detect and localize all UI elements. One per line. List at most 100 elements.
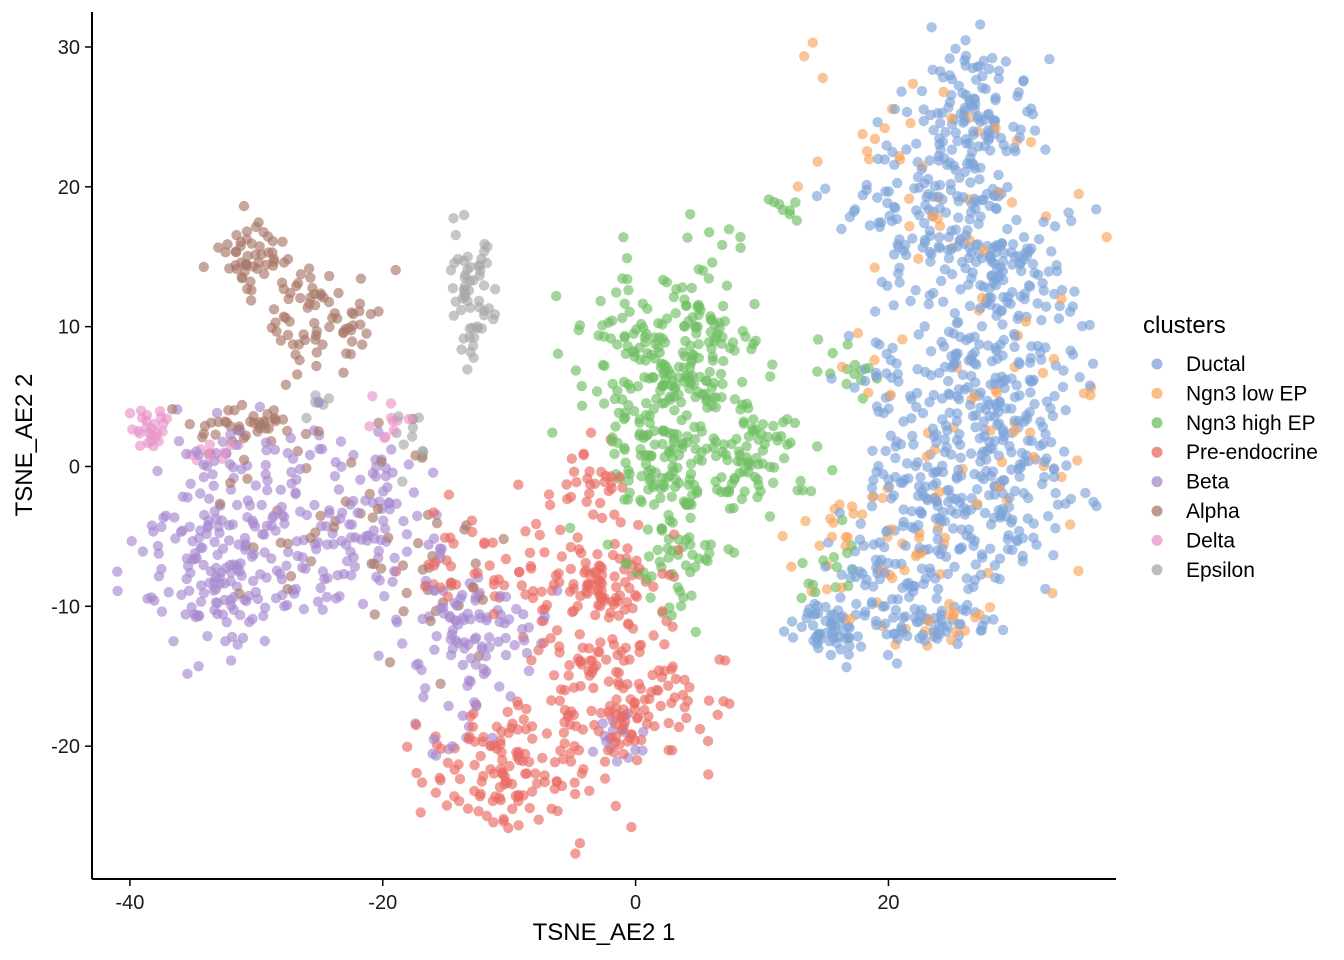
point-ngn3-high-ep <box>644 417 655 429</box>
point-ductal <box>961 335 972 346</box>
point-ductal <box>888 612 899 623</box>
point-ductal <box>896 86 907 97</box>
point-ductal <box>899 474 910 485</box>
point-ductal <box>960 230 971 241</box>
point-pre-endocrine <box>617 724 628 735</box>
point-alpha <box>199 420 211 432</box>
point-beta <box>447 643 458 654</box>
point-pre-endocrine <box>558 753 569 765</box>
point-ductal <box>898 504 909 515</box>
point-ductal <box>954 543 966 554</box>
point-epsilon <box>482 241 493 252</box>
point-beta <box>312 596 324 607</box>
point-ngn3-high-ep <box>621 253 633 264</box>
point-ngn3-high-ep <box>686 282 697 294</box>
point-ngn3-high-ep <box>599 360 610 371</box>
point-pre-endocrine <box>570 721 582 732</box>
point-pre-endocrine <box>494 792 505 803</box>
point-ductal <box>949 561 960 572</box>
point-ngn3-low-ep <box>1101 231 1112 243</box>
point-ductal <box>971 239 982 251</box>
point-beta <box>480 651 492 662</box>
point-ductal <box>950 493 961 505</box>
point-beta <box>474 609 485 620</box>
point-alpha <box>198 428 209 439</box>
point-beta <box>158 512 169 523</box>
point-ductal <box>954 439 966 450</box>
point-ngn3-low-ep <box>792 181 804 192</box>
point-pre-endocrine <box>441 800 453 811</box>
point-ductal <box>934 242 945 254</box>
point-beta <box>370 462 382 473</box>
point-ngn3-high-ep <box>673 372 684 383</box>
point-ductal <box>866 501 878 512</box>
point-beta <box>324 505 335 516</box>
point-ductal <box>844 622 855 633</box>
legend-label-epsilon: Epsilon <box>1186 559 1255 582</box>
point-delta <box>204 452 215 463</box>
point-ngn3-high-ep <box>741 441 752 452</box>
point-beta <box>431 631 442 642</box>
point-pre-endocrine <box>416 777 428 788</box>
point-ngn3-high-ep <box>696 426 708 437</box>
point-pre-endocrine <box>633 519 644 531</box>
point-ngn3-low-ep <box>812 156 823 167</box>
point-ductal <box>1014 471 1025 482</box>
point-ductal <box>983 63 995 75</box>
point-ductal <box>952 191 963 202</box>
point-pre-endocrine <box>584 785 595 796</box>
point-epsilon <box>452 253 464 265</box>
point-beta <box>363 530 374 541</box>
point-alpha <box>311 347 322 358</box>
point-ductal <box>884 481 895 492</box>
point-ductal <box>1069 286 1080 297</box>
point-beta <box>290 488 301 500</box>
point-alpha <box>242 283 253 295</box>
point-ngn3-high-ep <box>603 317 614 328</box>
point-ngn3-low-ep <box>1073 565 1084 577</box>
point-ductal <box>889 159 900 170</box>
point-beta <box>191 446 202 457</box>
point-alpha <box>210 429 221 440</box>
point-ductal <box>972 113 984 124</box>
point-beta <box>417 613 428 625</box>
point-pre-endocrine <box>478 770 489 782</box>
point-ductal <box>894 277 905 288</box>
point-epsilon <box>406 431 418 442</box>
point-epsilon <box>462 295 473 307</box>
point-ductal <box>924 155 935 166</box>
point-beta <box>269 444 281 455</box>
point-ductal <box>809 598 820 610</box>
point-ngn3-high-ep <box>711 484 723 495</box>
point-ductal <box>989 435 1001 447</box>
point-beta <box>427 467 439 478</box>
point-pre-endocrine <box>541 728 553 739</box>
point-alpha <box>398 606 409 617</box>
point-ductal <box>948 523 959 534</box>
point-ngn3-low-ep <box>845 614 856 625</box>
point-ductal <box>872 117 883 128</box>
point-ductal <box>1018 232 1030 243</box>
point-beta <box>279 518 290 529</box>
point-ngn3-high-ep <box>735 231 746 243</box>
point-ductal <box>950 508 962 519</box>
point-ductal <box>1009 341 1020 353</box>
point-ductal <box>969 535 980 546</box>
point-ductal <box>878 407 889 419</box>
point-ductal <box>852 631 863 642</box>
point-ductal <box>954 429 965 440</box>
point-ngn3-high-ep <box>667 545 678 556</box>
point-ductal <box>998 291 1009 303</box>
point-alpha <box>268 405 279 416</box>
point-ductal <box>888 300 899 311</box>
point-ngn3-high-ep <box>818 555 829 566</box>
point-ngn3-high-ep <box>624 306 635 317</box>
point-ductal <box>905 295 916 307</box>
point-beta <box>518 609 529 620</box>
point-ductal <box>833 631 844 642</box>
point-beta <box>198 472 209 483</box>
point-ductal <box>1080 487 1091 499</box>
point-beta <box>378 515 389 526</box>
point-pre-endocrine <box>475 788 486 800</box>
point-alpha <box>311 360 322 372</box>
